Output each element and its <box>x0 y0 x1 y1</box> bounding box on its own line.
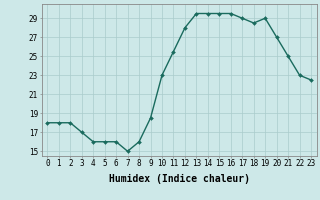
X-axis label: Humidex (Indice chaleur): Humidex (Indice chaleur) <box>109 174 250 184</box>
